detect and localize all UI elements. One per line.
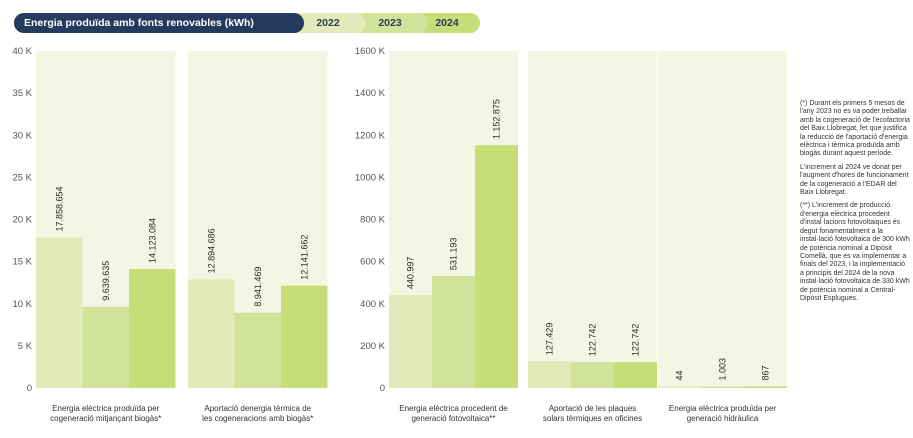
bar-2024	[614, 362, 657, 388]
data-label: 1.152.875	[492, 99, 502, 139]
y-tick-label: 35 K	[12, 88, 32, 99]
legend-2023: 2023	[352, 13, 428, 33]
category-label: Energia elèctrica produïda per	[669, 404, 777, 413]
y-tick-label: 1400 K	[355, 88, 386, 99]
footnote-1: (*) Durant els primers 5 mesos de l'any …	[800, 100, 910, 158]
y-tick-label: 800 K	[360, 215, 385, 226]
y-tick-label: 25 K	[12, 172, 32, 183]
plot-background	[658, 51, 787, 388]
data-label: 9.639.635	[101, 261, 111, 301]
data-label: 122.742	[588, 324, 598, 357]
data-label: 440.997	[406, 257, 416, 290]
y-tick-label: 200 K	[360, 341, 385, 352]
footnote-3: (**) L'increment de producció d'energia …	[800, 202, 910, 302]
data-label: 44	[675, 370, 685, 380]
bar-2023	[234, 312, 281, 388]
bar-2024	[129, 269, 176, 388]
category-label: les cogeneracions amb biogàs*	[202, 414, 313, 423]
plot-background	[528, 51, 657, 388]
data-label: 1.003	[718, 358, 728, 381]
footnotes: (*) Durant els primers 5 mesos de l'any …	[800, 100, 910, 308]
chart-title: Energia produïda amb fonts renovables (k…	[14, 13, 304, 33]
category-label: cogeneració mitjançant biogàs*	[50, 414, 161, 423]
y-tick-label: 0	[380, 383, 385, 394]
data-label: 867	[761, 365, 771, 380]
category-label: Energia elèctrica procedent de	[399, 404, 508, 413]
bar-2022	[389, 295, 432, 388]
legend-2024: 2024	[414, 13, 480, 33]
bar-2023	[701, 386, 744, 388]
bar-2023	[432, 276, 475, 388]
category-label: generació hidràulica	[687, 414, 759, 423]
category-label: Aportació denergia tèrmica de	[204, 404, 311, 413]
data-label: 14.123.084	[147, 218, 157, 263]
y-tick-label: 400 K	[360, 299, 385, 310]
data-label: 12.894.686	[206, 228, 216, 273]
bar-2022	[528, 361, 571, 388]
category-label: solars tèrmiques en oficines	[543, 414, 642, 423]
data-label: 12.141.662	[299, 235, 309, 280]
y-tick-label: 1200 K	[355, 130, 386, 141]
bar-2024	[281, 285, 328, 388]
y-tick-label: 1000 K	[355, 172, 386, 183]
footnote-2: L'increment al 2024 ve donat per l'augme…	[800, 163, 909, 197]
data-label: 122.742	[631, 324, 641, 357]
bar-2022	[36, 237, 83, 388]
y-tick-label: 5 K	[18, 341, 33, 352]
y-tick-label: 10 K	[12, 299, 32, 310]
legend-2022: 2022	[290, 13, 366, 33]
y-tick-label: 600 K	[360, 257, 385, 268]
y-tick-label: 0	[27, 383, 32, 394]
bar-2024	[475, 145, 518, 388]
y-tick-label: 15 K	[12, 257, 32, 268]
category-label: generació fotovoltaica**	[411, 414, 495, 423]
chart-other-renewables: 0 200 K 400 K 600 K 800 K 1000 K 1200 K 1400 K 1…	[355, 46, 787, 423]
bar-2023	[82, 306, 129, 388]
chart-header: 2024 2023 2022 Energia produïda amb font…	[14, 13, 480, 33]
bar-2024	[744, 386, 787, 388]
y-tick-label: 1600 K	[355, 46, 386, 57]
chart-biogas: 0 5 K 10 K 15 K 20 K 25 K 30 K 35 K 40 K 17.858.6…	[12, 46, 328, 423]
y-tick-label: 20 K	[12, 215, 32, 226]
bar-2022	[188, 279, 235, 388]
data-label: 8.941.469	[253, 267, 263, 307]
data-label: 531.193	[449, 238, 459, 271]
data-label: 17.858.654	[54, 186, 64, 231]
data-label: 127.429	[545, 323, 555, 356]
bar-2023	[571, 362, 614, 388]
category-label: Aportació de les plaques	[549, 404, 637, 413]
y-tick-label: 40 K	[12, 46, 32, 57]
bar-2022	[658, 386, 701, 388]
category-label: Energia elèctrica produïda per	[52, 404, 160, 413]
y-tick-label: 30 K	[12, 130, 32, 141]
